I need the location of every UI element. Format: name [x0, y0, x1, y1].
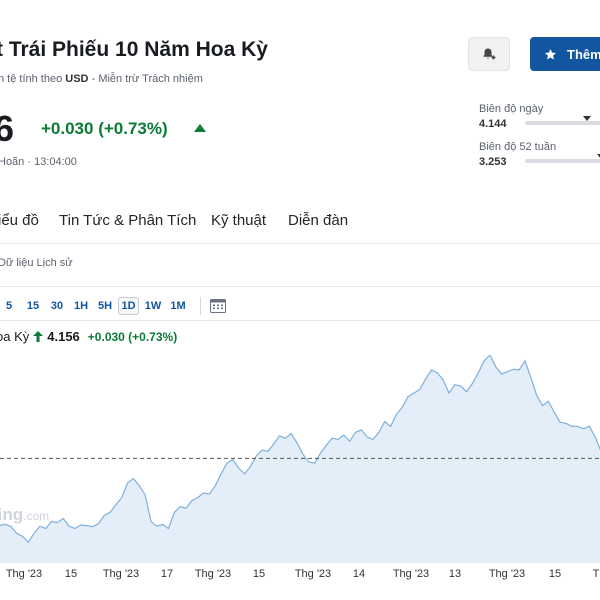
legend-change: +0.030 (+0.73%) [87, 329, 178, 344]
x-tick-label: Thg '23 [194, 568, 232, 580]
timeframe-1w[interactable]: 1W [144, 300, 162, 312]
day-range-label: Biên độ ngày [479, 103, 544, 115]
week52-range-bar [525, 159, 600, 163]
historical-data-link[interactable]: Dữ liệu Lịch sử [0, 257, 73, 269]
separator-dot: - [91, 73, 99, 85]
star-icon [544, 48, 557, 59]
legend-up-arrow-icon [33, 331, 44, 342]
tab-news-analysis[interactable]: Tin Tức & Phân Tích [59, 212, 197, 229]
week52-range-marker [597, 154, 600, 159]
x-tick-label: Thg '23 [294, 568, 332, 580]
x-tick-label: 13 [448, 568, 462, 580]
add-watchlist-label: Thêm [567, 46, 600, 62]
currency-info: n tệ tính theo USD - Miễn trừ Trách nhiệ… [0, 73, 203, 85]
timeframe-1h[interactable]: 1H [73, 300, 89, 312]
timeframe-1d[interactable]: 1D [118, 297, 139, 315]
chart-legend: oa Kỳ 4.156 +0.030 (+0.73%) [0, 329, 177, 344]
legend-value: 4.156 [47, 329, 80, 344]
price-line [0, 355, 600, 544]
day-range-bar [525, 121, 600, 125]
timeframe-separator [200, 297, 201, 315]
disclaimer-link[interactable]: Miễn trừ Trách nhiệm [98, 73, 203, 85]
calendar-icon[interactable] [209, 297, 227, 315]
x-tick-label: 17 [160, 568, 174, 580]
price-area [0, 355, 600, 563]
x-tick-label: Th [592, 568, 600, 580]
x-tick-label: Thg '23 [102, 568, 140, 580]
watermark-logo: ting.com [0, 505, 50, 524]
x-tick-label: 15 [252, 568, 266, 580]
currency-code: USD [65, 73, 89, 85]
price-chart[interactable] [0, 355, 600, 563]
x-tick-label: Thg '23 [5, 568, 43, 580]
tabs-divider [0, 243, 600, 244]
x-tick-label: Thg '23 [488, 568, 526, 580]
timeframe-15m[interactable]: 15 [26, 300, 40, 312]
x-tick-label: 15 [548, 568, 562, 580]
week52-range-label: Biên độ 52 tuần [479, 141, 557, 153]
price-alert-button[interactable] [468, 37, 510, 71]
timeframe-30m[interactable]: 30 [50, 300, 64, 312]
market-status: Hoãn · 13:04:00 [0, 156, 77, 168]
tab-technical[interactable]: Kỹ thuật [211, 212, 267, 229]
section-divider [0, 286, 600, 287]
timeframe-5h[interactable]: 5H [97, 300, 113, 312]
timeframe-1m[interactable]: 1M [170, 300, 186, 312]
x-tick-label: 15 [64, 568, 78, 580]
price-change: +0.030 (+0.73%) [41, 119, 168, 138]
x-tick-label: 14 [352, 568, 366, 580]
week52-range-low: 3.253 [479, 156, 507, 168]
currency-prefix: n tệ tính theo [0, 73, 63, 85]
chart-toolbar-divider [0, 320, 600, 321]
tab-chart[interactable]: iểu đồ [0, 212, 39, 229]
page-title: t Trái Phiếu 10 Năm Hoa Kỳ [0, 38, 268, 61]
day-range-low: 4.144 [479, 118, 507, 130]
legend-name: oa Kỳ [0, 329, 30, 344]
up-arrow-icon [194, 124, 206, 132]
x-tick-label: Thg '23 [392, 568, 430, 580]
timeframe-5m[interactable]: 5 [5, 300, 13, 312]
tab-forum[interactable]: Diễn đàn [288, 212, 349, 229]
add-watchlist-button[interactable]: Thêm [530, 37, 600, 71]
day-range-marker [583, 116, 592, 121]
last-price: 6 [0, 108, 15, 149]
bell-plus-icon [483, 48, 496, 60]
